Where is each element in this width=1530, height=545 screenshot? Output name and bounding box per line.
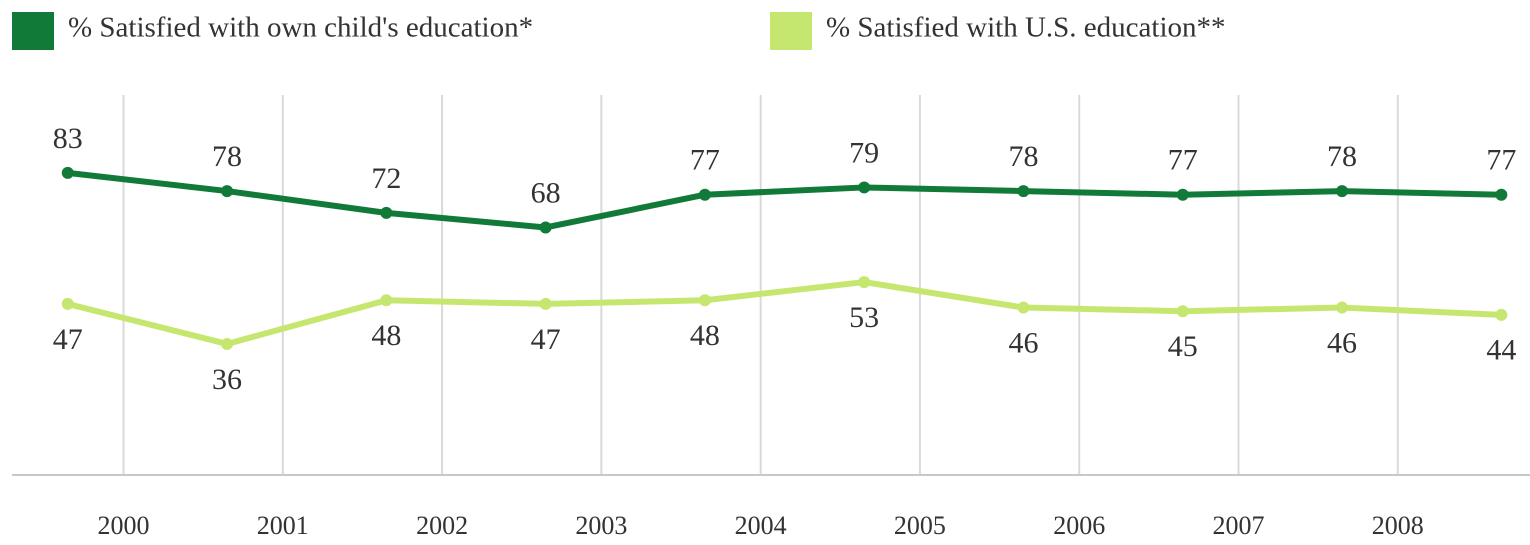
data-point bbox=[698, 294, 711, 307]
data-label: 47 bbox=[53, 323, 83, 356]
x-tick-label: 2001 bbox=[257, 511, 309, 540]
data-point bbox=[539, 297, 552, 310]
data-label: 68 bbox=[531, 176, 561, 209]
x-tick-label: 2003 bbox=[575, 511, 627, 540]
x-tick-label: 2004 bbox=[735, 511, 787, 540]
data-point bbox=[698, 188, 711, 201]
data-point bbox=[221, 185, 234, 198]
data-point bbox=[858, 181, 871, 194]
data-point bbox=[1017, 185, 1030, 198]
data-point bbox=[1495, 308, 1508, 321]
series-line bbox=[67, 169, 1502, 231]
data-point bbox=[380, 206, 393, 219]
data-label: 47 bbox=[531, 323, 561, 356]
legend-label: % Satisfied with own child's education* bbox=[68, 12, 533, 44]
data-point bbox=[61, 166, 74, 179]
data-label: 53 bbox=[849, 301, 879, 334]
data-point bbox=[1176, 305, 1189, 318]
x-tick-label: 2008 bbox=[1372, 511, 1424, 540]
data-point bbox=[1176, 188, 1189, 201]
data-label: 45 bbox=[1168, 330, 1198, 363]
x-tick-label: 2005 bbox=[894, 511, 946, 540]
data-point bbox=[221, 337, 234, 350]
data-point bbox=[1017, 301, 1030, 314]
data-label: 36 bbox=[212, 363, 242, 396]
data-label: 46 bbox=[1327, 326, 1357, 359]
data-label: 77 bbox=[1486, 144, 1516, 177]
series-line bbox=[67, 279, 1502, 347]
x-tick-label: 2000 bbox=[98, 511, 150, 540]
legend-swatch bbox=[12, 12, 54, 50]
x-tick-label: 2007 bbox=[1213, 511, 1265, 540]
data-label: 72 bbox=[371, 162, 401, 195]
data-point bbox=[1495, 188, 1508, 201]
legend-label: % Satisfied with U.S. education** bbox=[826, 12, 1226, 44]
data-label: 48 bbox=[690, 319, 720, 352]
data-point bbox=[1336, 185, 1349, 198]
data-label: 44 bbox=[1486, 334, 1516, 367]
data-point bbox=[1336, 301, 1349, 314]
data-point bbox=[380, 294, 393, 307]
data-point bbox=[61, 297, 74, 310]
data-label: 78 bbox=[212, 140, 242, 173]
x-tick-label: 2002 bbox=[416, 511, 468, 540]
legend-swatch bbox=[770, 12, 812, 50]
data-label: 77 bbox=[690, 144, 720, 177]
data-label: 78 bbox=[1008, 140, 1038, 173]
x-tick-label: 2006 bbox=[1053, 511, 1105, 540]
data-label: 48 bbox=[371, 319, 401, 352]
data-label: 79 bbox=[849, 136, 879, 169]
data-label: 78 bbox=[1327, 140, 1357, 173]
data-point bbox=[539, 221, 552, 234]
data-label: 46 bbox=[1008, 326, 1038, 359]
data-label: 83 bbox=[53, 122, 83, 155]
data-point bbox=[858, 276, 871, 289]
data-label: 77 bbox=[1168, 144, 1198, 177]
